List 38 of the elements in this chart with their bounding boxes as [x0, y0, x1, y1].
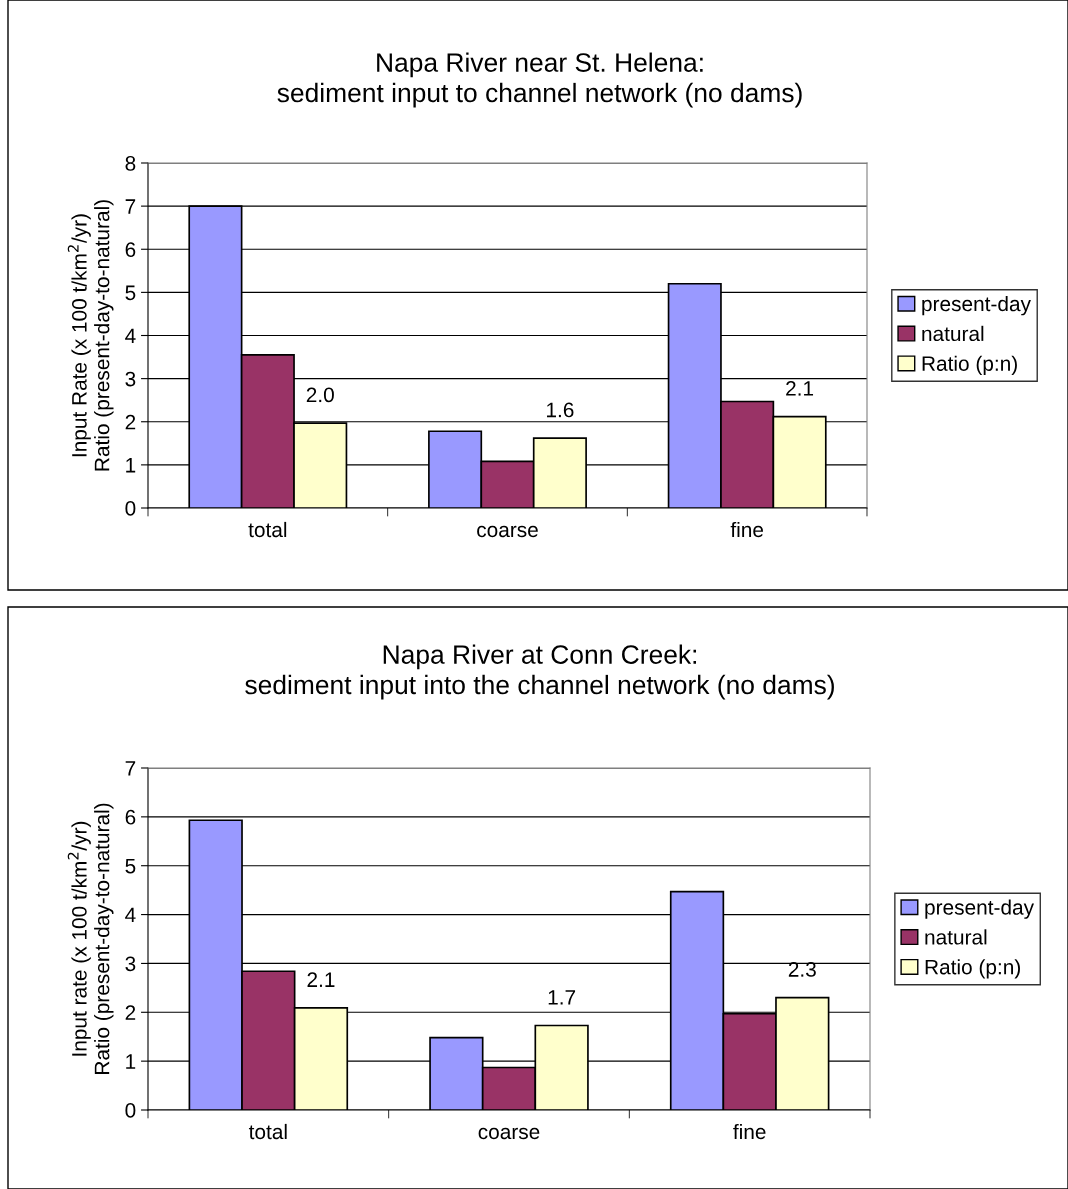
y-axis-title: Input Rate (x 100 t/km$^{2}$/yr) Ratio (present-day-to-natural): [67, 200, 114, 471]
legend-label: natural: [925, 929, 987, 945]
y-tick-label: 7: [125, 199, 136, 214]
x-tick-label: fine: [730, 521, 764, 538]
y-tick-label: 2: [125, 414, 136, 430]
legend-label: natural: [922, 325, 984, 342]
y-tick-label: 1: [126, 1054, 136, 1069]
x-tick-label: fine: [733, 1123, 766, 1140]
x-tick-label: coarse: [477, 525, 538, 538]
y-tick-label: 2: [125, 1005, 136, 1020]
data-label: 1.7: [548, 990, 576, 1005]
legend-label: Ratio (p:n): [925, 959, 1020, 979]
y-tick-label: 4: [125, 907, 136, 923]
y-tick-label: 0: [125, 1103, 136, 1118]
legend-label: Ratio (p:n): [922, 355, 1017, 376]
y-tick-label: 1: [126, 458, 136, 473]
x-tick-label: coarse: [478, 1127, 540, 1140]
x-tick-label: total: [248, 521, 287, 538]
data-label: 1.6: [547, 402, 574, 418]
data-label: 2.1: [786, 381, 814, 396]
data-label: 2.1: [307, 972, 335, 987]
y-tick-label: 3: [125, 956, 136, 972]
y-tick-label: 5: [125, 858, 136, 874]
chart-title: Napa River at Conn Creek: sediment input into the channel network (no dams): [245, 644, 834, 700]
chart-title: Napa River near St. Helena: sediment input to channel network (no dams): [277, 52, 802, 108]
y-tick-label: 5: [125, 285, 136, 301]
y-tick-label: 7: [125, 761, 136, 776]
legend-label: present-day: [925, 899, 1034, 919]
y-tick-label: 6: [125, 809, 136, 825]
y-tick-label: 4: [125, 328, 136, 344]
legend-label: present-day: [922, 295, 1031, 316]
x-tick-label: total: [248, 1123, 287, 1140]
y-tick-label: 8: [125, 156, 136, 171]
y-tick-label: 0: [125, 501, 136, 516]
y-axis-title: Input rate (x 100 t/km$^{2}$/yr) Ratio (present-day-to-natural): [67, 803, 114, 1074]
y-tick-label: 3: [125, 371, 136, 387]
data-label: 2.0: [306, 387, 334, 403]
y-tick-label: 6: [125, 242, 136, 257]
